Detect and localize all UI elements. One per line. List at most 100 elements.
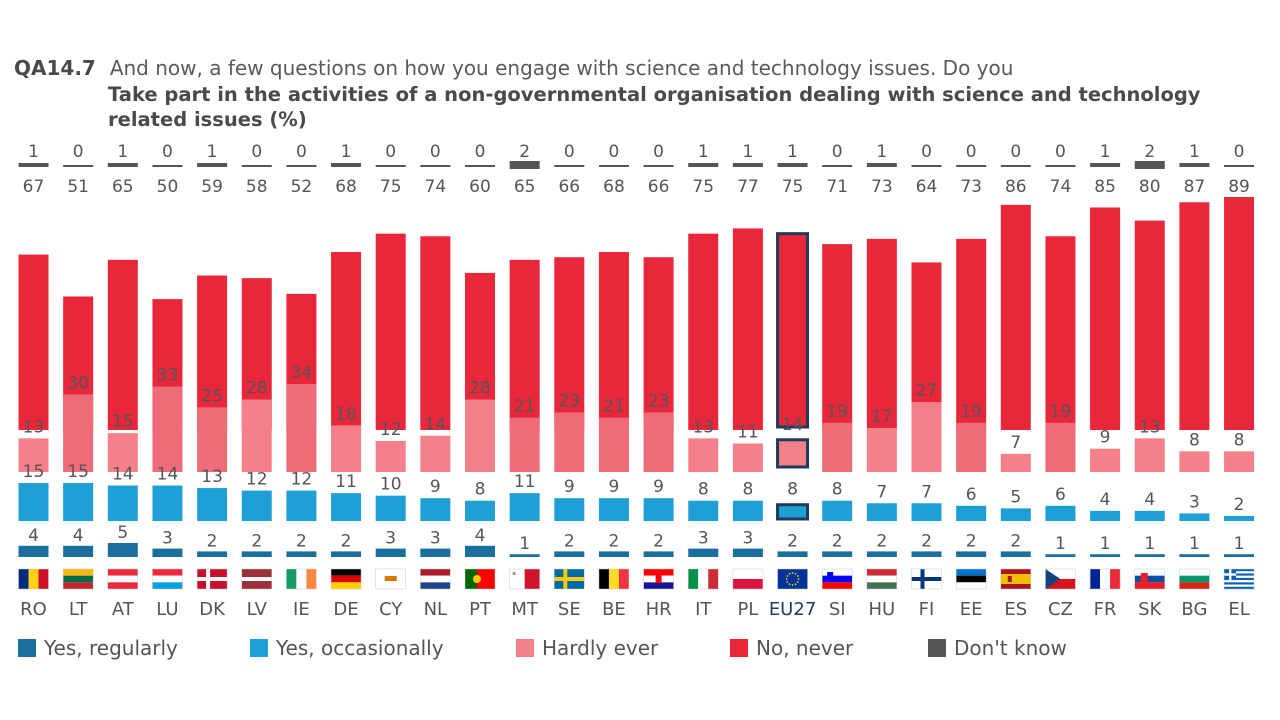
category-label-el: EL <box>1228 599 1249 620</box>
never-label-hr: 66 <box>648 177 670 197</box>
bar-dontknow-lt <box>63 165 94 167</box>
question-code: QA14.7 <box>14 56 96 80</box>
bar-dontknow-el <box>1224 165 1255 167</box>
bar-occasionally-fr <box>1090 510 1121 521</box>
never-label-el: 89 <box>1228 177 1250 197</box>
flag-es-icon <box>1000 568 1032 590</box>
bar-regularly-be <box>598 551 629 557</box>
flag-ie-icon <box>286 568 317 590</box>
bar-regularly-ro <box>18 545 49 557</box>
dontknow-label-ee: 0 <box>966 142 977 162</box>
flag-be-icon <box>598 568 630 590</box>
regularly-label-cz: 1 <box>1055 534 1066 554</box>
category-label-it: IT <box>695 599 712 620</box>
category-label-bg: BG <box>1181 599 1207 620</box>
bar-dontknow-es <box>1000 165 1031 167</box>
bar-regularly-hu <box>866 551 897 557</box>
bar-dontknow-cy <box>375 165 406 167</box>
bar-regularly-it <box>688 548 719 557</box>
dontknow-label-si: 0 <box>832 142 843 162</box>
bar-never-fi <box>911 262 942 430</box>
regularly-label-hr: 2 <box>653 531 664 551</box>
flag-pt-icon <box>464 568 496 590</box>
bar-regularly-ie <box>286 551 317 557</box>
never-label-lv: 58 <box>246 177 268 197</box>
never-label-se: 66 <box>558 177 580 197</box>
category-label-dk: DK <box>199 599 226 620</box>
flag-el-icon <box>1223 568 1255 590</box>
bar-regularly-se <box>554 551 585 557</box>
never-label-ee: 73 <box>960 177 982 197</box>
occasionally-label-hu: 7 <box>876 482 887 502</box>
bar-hardly-ie <box>286 384 317 472</box>
never-label-hu: 73 <box>871 177 893 197</box>
hardly-label-lu: 33 <box>157 366 179 386</box>
bar-regularly-lv <box>241 551 272 557</box>
dontknow-label-nl: 0 <box>430 142 441 162</box>
never-label-es: 86 <box>1005 177 1027 197</box>
bar-never-el <box>1224 197 1255 430</box>
bar-hardly-es <box>1000 453 1031 472</box>
bar-hardly-fi <box>911 402 942 472</box>
bar-dontknow-ee <box>956 165 987 167</box>
bar-hardly-nl <box>420 435 451 472</box>
flag-ro-icon <box>18 568 49 590</box>
dontknow-label-hu: 1 <box>876 142 887 162</box>
flag-fr-icon <box>1089 568 1121 590</box>
bar-never-bg <box>1179 202 1210 430</box>
bar-dontknow-de <box>331 163 362 167</box>
bar-never-si <box>822 244 853 430</box>
bar-dontknow-at <box>107 163 138 167</box>
category-label-cz: CZ <box>1048 599 1073 620</box>
hardly-label-be: 21 <box>603 397 625 417</box>
bar-dontknow-be <box>598 165 629 167</box>
occasionally-label-nl: 9 <box>430 477 441 497</box>
regularly-label-fr: 1 <box>1100 534 1111 554</box>
bar-occasionally-si <box>822 500 853 521</box>
bar-hardly-dk <box>197 407 228 472</box>
dontknow-label-cy: 0 <box>385 142 396 162</box>
bar-dontknow-ie <box>286 165 317 167</box>
bar-never-mt <box>509 259 540 430</box>
bar-hardly-pl <box>732 443 763 472</box>
category-label-at: AT <box>112 599 135 620</box>
hardly-label-mt: 21 <box>514 397 536 417</box>
bar-regularly-el <box>1224 554 1255 557</box>
category-label-si: SI <box>829 599 846 620</box>
category-label-pt: PT <box>469 599 492 620</box>
bar-hardly-si <box>822 422 853 472</box>
regularly-label-it: 3 <box>698 529 709 549</box>
bar-hardly-bg <box>1179 451 1210 472</box>
regularly-label-eu27: 2 <box>787 531 798 551</box>
bar-occasionally-lt <box>63 483 94 521</box>
bar-dontknow-fr <box>1090 163 1121 167</box>
hardly-label-at: 15 <box>112 412 134 432</box>
flag-se-icon <box>554 568 585 590</box>
dontknow-label-pt: 0 <box>475 142 486 162</box>
bar-occasionally-ee <box>956 505 987 521</box>
regularly-label-bg: 1 <box>1189 534 1200 554</box>
chart-header: QA14.7 And now, a few questions on how yo… <box>14 56 1254 132</box>
hardly-label-hr: 23 <box>648 391 670 411</box>
flag-de-icon <box>330 568 362 590</box>
regularly-label-hu: 2 <box>876 531 887 551</box>
hardly-label-de: 18 <box>335 404 357 424</box>
chart-subtitle: Take part in the activities of a non-gov… <box>108 83 1201 131</box>
bar-hardly-at <box>107 433 138 472</box>
dontknow-label-dk: 1 <box>207 142 218 162</box>
hardly-label-ie: 34 <box>291 363 313 383</box>
hardly-label-el: 8 <box>1234 430 1245 450</box>
bar-hardly-hu <box>866 428 897 472</box>
never-label-lt: 51 <box>67 177 89 197</box>
bar-hardly-pt <box>465 399 495 472</box>
regularly-label-sk: 1 <box>1144 534 1155 554</box>
flag-ee-icon <box>955 568 987 590</box>
occasionally-label-cy: 10 <box>380 475 402 495</box>
hardly-label-hu: 17 <box>871 407 893 427</box>
hardly-label-es: 7 <box>1010 433 1021 453</box>
question-text: And now, a few questions on how you enga… <box>109 56 1014 80</box>
bar-hardly-el <box>1224 451 1255 472</box>
flag-hr-icon <box>643 568 674 590</box>
never-label-it: 75 <box>692 177 714 197</box>
never-label-eu27: 75 <box>782 177 804 197</box>
